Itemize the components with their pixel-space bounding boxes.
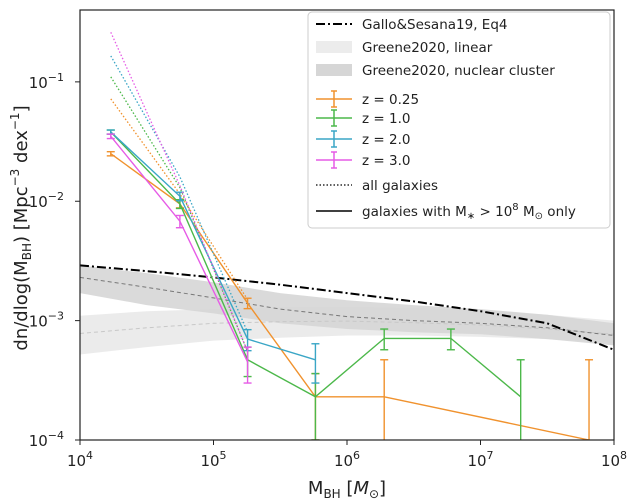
x-axis-ticks: 104 105 106 107 108 <box>67 440 627 470</box>
greene-nuclear-line <box>80 276 614 336</box>
legend-box <box>307 11 611 229</box>
series-3-all-galaxies-line <box>110 32 249 352</box>
legend-label-z30: z = 3.0 <box>362 153 410 169</box>
x-tick-label-0: 104 <box>67 449 93 470</box>
legend-entry-z20: z = 2.0 <box>316 130 410 148</box>
x-tick-label-1: 105 <box>200 449 226 470</box>
legend-entry-z10: z = 1.0 <box>316 109 410 127</box>
legend-label-greene-linear: Greene2020, linear <box>362 40 493 56</box>
legend-label-z025: z = 0.25 <box>362 92 419 108</box>
series-2-all-galaxies-line <box>110 55 249 333</box>
x-tick-label-4: 108 <box>601 449 627 470</box>
legend-entry-massive-galaxies: galaxies with M∗ > 108 M⊙ only <box>316 202 576 222</box>
legend-label-massive-galaxies: galaxies with M∗ > 108 M⊙ only <box>362 202 576 222</box>
y-tick-label-2: 10−2 <box>29 190 64 211</box>
y-tick-label-0: 10−4 <box>29 429 64 450</box>
legend-label-greene-nuclear: Greene2020, nuclear cluster <box>362 63 555 79</box>
legend-entry-z025: z = 0.25 <box>316 90 419 108</box>
y-axis-label: dn/dlog(MBH) [Mpc−3 dex−1] <box>8 105 34 350</box>
x-axis-label: MBH [M⊙] <box>308 478 386 501</box>
legend-label-all-galaxies: all galaxies <box>362 178 438 194</box>
greene-linear-line <box>80 320 614 335</box>
legend-entry-gallo: Gallo&Sesana19, Eq4 <box>316 17 507 33</box>
y-axis-ticks: 10−4 10−3 10−2 10−1 <box>29 71 80 450</box>
y-tick-label-3: 10−1 <box>29 71 64 92</box>
legend-entry-greene-nuclear: Greene2020, nuclear cluster <box>316 63 555 79</box>
reference-lines <box>80 264 614 351</box>
y-tick-label-1: 10−3 <box>29 310 64 331</box>
legend-label-gallo: Gallo&Sesana19, Eq4 <box>362 17 507 33</box>
x-tick-label-3: 107 <box>467 449 493 470</box>
legend-label-z20: z = 2.0 <box>362 132 410 148</box>
series-3 <box>106 32 252 384</box>
legend: Gallo&Sesana19, Eq4 Greene2020, linear G… <box>307 11 611 229</box>
legend-handle-greene-nuclear <box>316 64 352 76</box>
legend-entry-z30: z = 3.0 <box>316 151 410 169</box>
series-layer <box>106 32 594 440</box>
x-tick-label-2: 106 <box>334 449 360 470</box>
series-0-all-galaxies-line <box>110 98 249 300</box>
legend-handle-greene-linear <box>316 41 352 53</box>
legend-entry-greene-linear: Greene2020, linear <box>316 40 493 56</box>
legend-entry-all-galaxies: all galaxies <box>316 178 438 194</box>
gallo-sesana-line <box>80 264 614 351</box>
legend-label-z10: z = 1.0 <box>362 111 410 127</box>
